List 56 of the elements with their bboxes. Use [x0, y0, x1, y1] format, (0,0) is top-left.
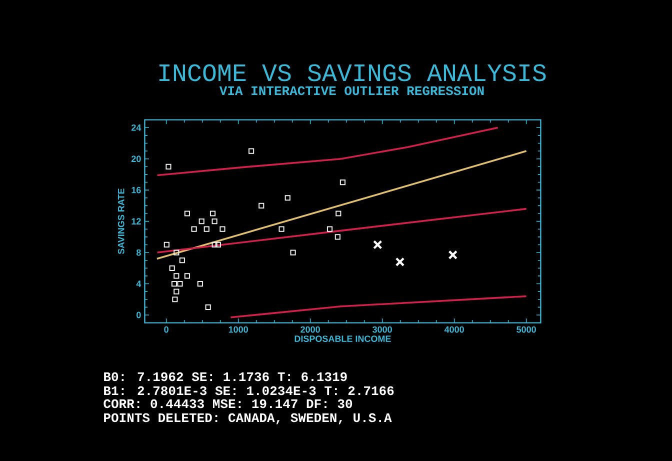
- point: [177, 280, 183, 287]
- point: [169, 265, 175, 271]
- y-tick-label: 16: [132, 186, 141, 194]
- point: [212, 218, 218, 224]
- point: [278, 226, 284, 232]
- point: [174, 250, 180, 256]
- x-tick-label: 0: [164, 326, 168, 333]
- x-axis-title: DISPOSABLE INCOME: [294, 336, 391, 342]
- point: [210, 210, 216, 216]
- x-tick-label: 2000: [300, 326, 320, 333]
- point: [220, 226, 226, 232]
- point: [284, 195, 290, 201]
- y-tick-label: 4: [136, 280, 142, 287]
- point: [184, 210, 190, 216]
- point: [395, 257, 405, 267]
- point: [334, 234, 340, 240]
- point: [326, 226, 333, 232]
- point: [171, 280, 178, 287]
- point: [166, 164, 172, 170]
- point: [290, 250, 296, 256]
- x-tick-label: 5000: [516, 326, 536, 333]
- point: [179, 258, 185, 264]
- point: [198, 218, 204, 224]
- point: [205, 304, 211, 310]
- line-series: [156, 126, 499, 176]
- point: [204, 226, 210, 232]
- point: [215, 242, 221, 248]
- text: B1: 2.7801E-3 SE: 1.0234E-3 T: 2.7166: [104, 386, 394, 396]
- text: POINTS DELETED: CANADA, SWEDEN, U.S.A: [104, 413, 392, 424]
- y-tick-label: 20: [131, 156, 141, 162]
- y-tick-label: 8: [136, 249, 141, 256]
- y-tick-label: 0: [136, 312, 141, 318]
- text: B0: 7.1962 SE: 1.1736 T: 6.1319: [104, 372, 347, 382]
- point: [448, 250, 458, 260]
- x-tick-label: 4000: [444, 326, 464, 333]
- y-tick-label: 12: [132, 218, 141, 224]
- point: [248, 148, 254, 154]
- point: [191, 226, 197, 232]
- point: [336, 210, 342, 216]
- point: [258, 202, 264, 208]
- point: [212, 242, 218, 248]
- point: [172, 296, 178, 302]
- point: [164, 242, 170, 248]
- y-axis-title: SAVINGS RATE: [118, 188, 124, 254]
- chart-subtitle: VIA INTERACTIVE OUTLIER REGRESSION: [219, 86, 484, 96]
- x-tick-label: 1000: [228, 326, 248, 333]
- point: [174, 273, 180, 279]
- y-tick-label: 24: [131, 124, 142, 131]
- point: [174, 288, 180, 294]
- point: [197, 280, 203, 287]
- chart-title: INCOME VS SAVINGS ANALYSIS: [159, 64, 546, 82]
- point: [184, 273, 190, 279]
- text: CORR: 0.44433 MSE: 19.147 DF: 30: [104, 399, 352, 408]
- point: [340, 179, 346, 186]
- point: [373, 240, 382, 250]
- x-tick-label: 3000: [372, 326, 392, 333]
